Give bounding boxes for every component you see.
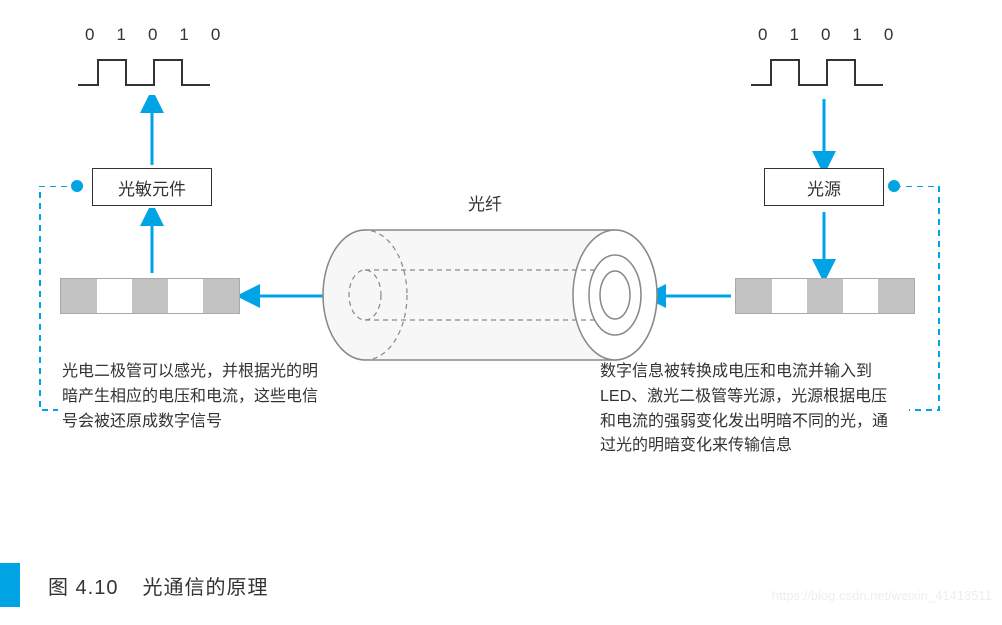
bit: 1 <box>116 25 125 45</box>
photodetector-label: 光敏元件 <box>118 175 186 200</box>
lightsource-box: 光源 <box>764 168 884 206</box>
bit: 0 <box>821 25 830 45</box>
dashed-connector-left <box>34 186 84 416</box>
figure-number: 图 4.10 <box>48 577 118 599</box>
signal-waveform-left <box>78 50 218 95</box>
arrow-source-to-stripe <box>812 208 836 278</box>
arrow-detector-to-signal <box>140 95 164 170</box>
stripe-right <box>735 278 915 314</box>
bit: 0 <box>758 25 767 45</box>
photodetector-box: 光敏元件 <box>92 168 212 206</box>
bit: 1 <box>852 25 861 45</box>
caption-text: 图 4.10 光通信的原理 <box>48 571 268 600</box>
stripe-left <box>60 278 240 314</box>
lightsource-label: 光源 <box>807 175 841 200</box>
bits-right: 0 1 0 1 0 <box>758 25 893 45</box>
signal-waveform-right <box>751 50 891 95</box>
dashed-connector-right <box>895 186 955 416</box>
desc-left: 光电二极管可以感光，并根据光的明暗产生相应的电压和电流，这些电信号会被还原成数字… <box>62 360 322 434</box>
watermark: https://blog.csdn.net/weixin_41413511 <box>772 588 992 603</box>
bit: 0 <box>148 25 157 45</box>
caption-accent <box>0 563 20 607</box>
bit: 0 <box>85 25 94 45</box>
bit: 0 <box>211 25 220 45</box>
diagram-area: 0 1 0 1 0 光敏元件 光电二极管可以感光，并根据光的明暗产生相应的电压和… <box>0 0 1002 540</box>
arrow-fiber-to-stripe <box>240 284 330 308</box>
bit: 1 <box>789 25 798 45</box>
arrow-signal-to-source <box>812 95 836 170</box>
bit: 0 <box>884 25 893 45</box>
arrow-stripe-to-detector <box>140 208 164 278</box>
fiber-label: 光纤 <box>468 190 502 215</box>
figure-title: 光通信的原理 <box>142 577 268 599</box>
fiber-cylinder <box>320 220 660 370</box>
desc-right: 数字信息被转换成电压和电流并输入到LED、激光二极管等光源，光源根据电压和电流的… <box>600 360 900 459</box>
bits-left: 0 1 0 1 0 <box>85 25 220 45</box>
bit: 1 <box>179 25 188 45</box>
